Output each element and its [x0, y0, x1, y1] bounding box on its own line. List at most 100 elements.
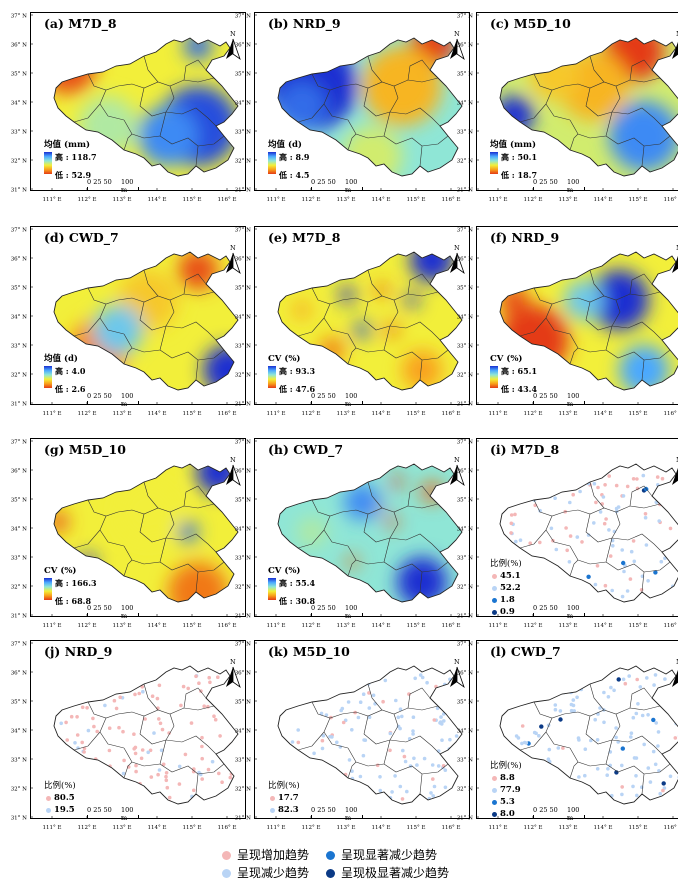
station-dot: [183, 752, 188, 757]
station-dot: [614, 726, 618, 730]
station-dot: [388, 748, 392, 753]
latitude-label: 36° N: [235, 43, 251, 49]
city-boundary: [389, 713, 399, 741]
north-arrow-label: N: [676, 244, 678, 252]
province-outline: [53, 665, 239, 805]
latitude-label: 37° N: [11, 228, 27, 234]
longitude-label: 111° E: [488, 825, 507, 831]
station-dot: [161, 762, 166, 767]
city-boundary: [117, 503, 215, 515]
city-boundary: [585, 301, 613, 331]
station-dot: [420, 675, 425, 680]
scale-unit: 100 m: [121, 178, 134, 194]
city-boundary: [519, 317, 547, 337]
station-dot: [559, 484, 564, 488]
station-dot: [118, 695, 122, 700]
station-dot: [593, 582, 598, 587]
latitude-label: 34° N: [457, 527, 473, 533]
station-dot: [634, 774, 638, 778]
latitude-label: 37° N: [235, 440, 251, 446]
legend-title: 均值 (d): [44, 354, 78, 364]
station-dot: [663, 677, 667, 681]
scale-bar-line: [311, 401, 363, 405]
city-boundary: [123, 347, 133, 365]
station-dot: [208, 680, 212, 685]
latitude-label: 36° N: [235, 469, 251, 475]
station-dot: [593, 796, 598, 800]
legend-increase-label: 呈现增加趋势: [237, 848, 310, 862]
longitude-label: 112° E: [523, 825, 542, 831]
station-dot: [398, 726, 402, 731]
city-boundary: [311, 701, 343, 719]
station-dot: [646, 579, 650, 583]
station-dot: [367, 715, 372, 719]
station-dot: [324, 713, 329, 717]
station-dot: [294, 685, 299, 690]
city-boundary: [569, 111, 613, 139]
station-dot: [569, 708, 574, 713]
station-dot: [570, 587, 574, 592]
station-dot: [538, 540, 542, 545]
city-boundary: [545, 515, 571, 547]
map-panel: 37° N 36° N 35° N 34° N 33° N 32° N 31° N 111° …: [457, 640, 678, 845]
station-dot: [305, 787, 310, 791]
city-boundary: [183, 59, 207, 81]
panel-title: (h) CWD_7: [268, 442, 344, 457]
station-dot: [160, 799, 164, 803]
proportion-row: 80.5: [44, 792, 76, 804]
latitude-label: 35° N: [235, 286, 251, 292]
station-dot: [556, 776, 560, 781]
city-boundary: [165, 713, 175, 741]
station-dot: [660, 476, 665, 481]
latitude-label: 36° N: [11, 469, 27, 475]
station-dot: [632, 559, 637, 564]
panel-title: (b) NRD_9: [268, 16, 341, 31]
station-dot: [540, 569, 544, 573]
latitude-label: 31° N: [11, 188, 27, 194]
scale-bar: 0 25 50 100 m: [87, 392, 139, 408]
north-arrow-icon: N: [226, 244, 242, 275]
longitude-label: 114° E: [371, 197, 390, 203]
city-boundary: [569, 325, 613, 353]
scale-bar: 0 25 50 100 m: [311, 604, 363, 620]
map-svg: 37° N 36° N 35° N 34° N 33° N 32° N 31° N 111° …: [457, 438, 678, 629]
map-svg: 37° N 36° N 35° N 34° N 33° N 32° N 31° N 111° …: [235, 438, 470, 629]
city-boundary: [383, 763, 423, 795]
station-dot: [155, 696, 160, 701]
scale-bar-line: [87, 401, 139, 405]
station-dot: [412, 756, 416, 761]
legend-xsig-decrease-label: 呈现极显著减少趋势: [341, 866, 450, 880]
north-arrow-icon: N: [672, 244, 678, 274]
panel-title: (k) M5D_10: [268, 644, 350, 659]
scale-unit: 100 m: [121, 806, 134, 822]
city-boundary: [159, 561, 199, 593]
station-dot: [635, 793, 639, 798]
scale-bar: 0 25 50 100 m: [533, 806, 585, 822]
latitude-label: 32° N: [235, 585, 251, 591]
station-dot: [553, 707, 558, 712]
station-dot: [439, 715, 443, 719]
station-dot: [563, 678, 568, 682]
station-dot: [604, 517, 608, 521]
city-boundary: [563, 77, 661, 89]
surface-hotspot: [609, 101, 678, 171]
map-svg: 37° N 36° N 35° N 34° N 33° N 32° N 31° N 111° …: [235, 12, 470, 203]
station-dot: [347, 758, 352, 762]
scale-bar-line: [311, 613, 363, 617]
scale-bar-line: [533, 401, 585, 405]
station-dot: [121, 771, 126, 776]
map-svg: 37° N 36° N 35° N 34° N 33° N 32° N 31° N 111° …: [11, 438, 246, 629]
station-dot: [614, 735, 618, 740]
city-boundary: [143, 481, 159, 509]
station-dot: [367, 691, 371, 695]
station-dot: [220, 780, 224, 784]
station-dot: [80, 740, 84, 745]
city-boundary: [87, 73, 119, 91]
proportion-value: 80.5: [54, 793, 75, 803]
decrease-dot-icon: [222, 869, 231, 878]
city-boundary: [117, 705, 215, 717]
station-dot: [212, 714, 216, 718]
station-dot: [558, 709, 563, 713]
map-panel: 37° N 36° N 35° N 34° N 33° N 32° N 31° N 111° …: [11, 640, 246, 845]
station-dot: [59, 770, 64, 775]
